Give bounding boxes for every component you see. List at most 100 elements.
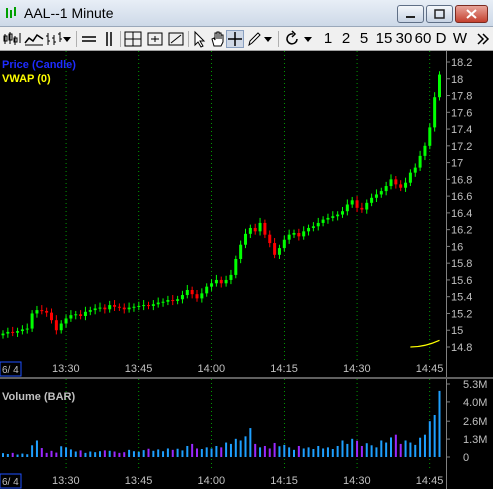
candle[interactable]: [360, 203, 363, 213]
candle[interactable]: [147, 302, 150, 310]
volume-bar[interactable]: [104, 450, 106, 457]
candle[interactable]: [220, 277, 223, 288]
candle[interactable]: [16, 328, 19, 337]
candle[interactable]: [108, 301, 111, 313]
volume-bar[interactable]: [366, 443, 368, 457]
candle[interactable]: [65, 314, 68, 327]
candle[interactable]: [356, 196, 359, 212]
candle[interactable]: [322, 216, 325, 226]
volume-bar[interactable]: [138, 452, 140, 457]
volume-bar[interactable]: [293, 450, 295, 457]
timeframe-30m[interactable]: 30: [394, 30, 414, 48]
candle[interactable]: [31, 310, 34, 332]
timeframe-5m[interactable]: 5: [357, 30, 371, 48]
select-tool-button[interactable]: [190, 30, 208, 48]
candle[interactable]: [89, 307, 92, 315]
volume-bar[interactable]: [177, 449, 179, 457]
volume-bar[interactable]: [230, 444, 232, 457]
candle[interactable]: [317, 218, 320, 231]
volume-bar[interactable]: [55, 453, 57, 457]
candle[interactable]: [244, 229, 247, 248]
volume-bar[interactable]: [264, 446, 266, 457]
volume-bar[interactable]: [269, 448, 271, 457]
volume-bar[interactable]: [60, 446, 62, 457]
timeframe-daily[interactable]: D: [434, 30, 448, 48]
candle[interactable]: [94, 304, 97, 314]
candle[interactable]: [249, 225, 252, 238]
volume-bar[interactable]: [414, 445, 416, 457]
candle[interactable]: [128, 303, 131, 313]
volume-bar[interactable]: [41, 448, 43, 457]
volume-bar[interactable]: [36, 440, 38, 457]
volume-bar[interactable]: [133, 451, 135, 457]
candle[interactable]: [229, 270, 232, 284]
volume-bar[interactable]: [220, 447, 222, 457]
candle[interactable]: [26, 324, 29, 334]
volume-bar[interactable]: [424, 435, 426, 457]
volume-bar[interactable]: [337, 446, 339, 457]
volume-bar[interactable]: [201, 449, 203, 457]
minimize-button[interactable]: [397, 5, 424, 23]
volume-bar[interactable]: [439, 391, 441, 457]
candle[interactable]: [312, 222, 315, 231]
volume-bar[interactable]: [371, 445, 373, 457]
candle[interactable]: [234, 256, 237, 279]
crosshair-tool-button[interactable]: [226, 30, 244, 48]
candle[interactable]: [293, 230, 296, 238]
volume-bar[interactable]: [288, 447, 290, 457]
candle[interactable]: [278, 245, 281, 259]
volume-bar[interactable]: [342, 440, 344, 457]
volume-bar[interactable]: [12, 453, 14, 457]
volume-bar[interactable]: [322, 448, 324, 457]
volume-bar[interactable]: [419, 438, 421, 457]
volume-bar[interactable]: [152, 451, 154, 457]
volume-bar[interactable]: [167, 448, 169, 457]
candle[interactable]: [273, 238, 276, 258]
volume-bar[interactable]: [118, 453, 120, 457]
toolbar-overflow-button[interactable]: [474, 30, 490, 48]
candle[interactable]: [181, 291, 184, 304]
candle[interactable]: [419, 151, 422, 171]
volume-bar[interactable]: [235, 439, 237, 457]
candle[interactable]: [55, 315, 58, 334]
candle[interactable]: [336, 211, 339, 220]
candle[interactable]: [394, 176, 397, 189]
candle[interactable]: [259, 218, 262, 236]
candle[interactable]: [103, 304, 106, 313]
volume-bar[interactable]: [181, 450, 183, 457]
candle[interactable]: [331, 211, 334, 221]
candle[interactable]: [166, 296, 169, 305]
candle[interactable]: [176, 296, 179, 304]
candle[interactable]: [351, 197, 354, 208]
volume-bar[interactable]: [172, 450, 174, 457]
candle[interactable]: [45, 308, 48, 317]
candle[interactable]: [2, 330, 5, 338]
candle[interactable]: [263, 220, 266, 238]
volume-bar[interactable]: [400, 444, 402, 457]
candle[interactable]: [302, 226, 305, 239]
candle[interactable]: [118, 303, 121, 311]
candle[interactable]: [428, 123, 431, 149]
candle[interactable]: [385, 182, 388, 195]
candle[interactable]: [307, 225, 310, 236]
volume-bar[interactable]: [308, 447, 310, 457]
candle[interactable]: [404, 178, 407, 192]
candle[interactable]: [11, 327, 14, 336]
candle[interactable]: [283, 236, 286, 252]
candle[interactable]: [423, 142, 426, 160]
volume-bar[interactable]: [26, 454, 28, 457]
volume-bar[interactable]: [128, 450, 130, 457]
candle[interactable]: [225, 276, 228, 287]
candle[interactable]: [210, 279, 213, 291]
volume-bar[interactable]: [21, 454, 23, 457]
candle[interactable]: [205, 283, 208, 296]
candle[interactable]: [370, 194, 373, 207]
volume-bar[interactable]: [249, 428, 251, 457]
grid-tool-button[interactable]: [123, 30, 143, 48]
candle[interactable]: [84, 307, 87, 320]
volume-bar[interactable]: [2, 453, 4, 457]
candle[interactable]: [438, 71, 441, 100]
timeframe-60m[interactable]: 60: [413, 30, 433, 48]
volume-bar[interactable]: [196, 448, 198, 457]
candle[interactable]: [142, 300, 145, 310]
